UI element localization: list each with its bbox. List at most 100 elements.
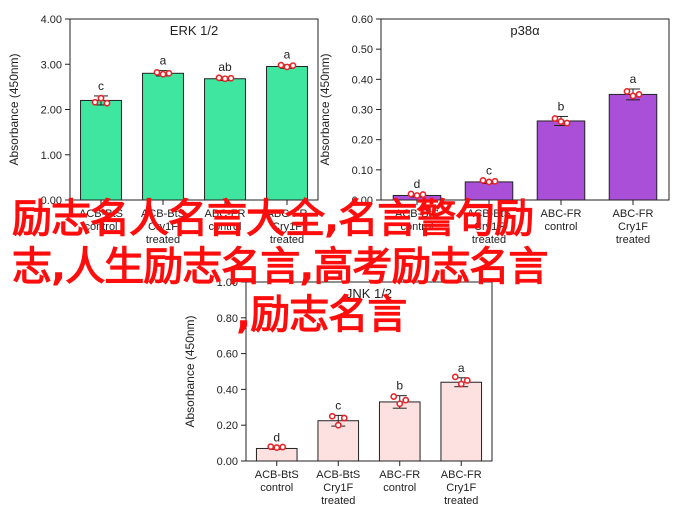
data-point	[153, 68, 161, 76]
data-point	[419, 191, 427, 198]
x-tick-label: control	[383, 482, 416, 494]
x-tick-label: ABC-FR	[441, 469, 482, 481]
chart-title: JNK 1/2	[346, 286, 392, 301]
y-tick-label: 0.50	[352, 44, 373, 56]
data-point	[413, 192, 421, 199]
data-point	[551, 115, 559, 122]
data-point	[97, 94, 105, 102]
x-tick-label: ACB-BtS	[79, 208, 123, 220]
y-axis-label: Absorbance (450nm)	[318, 53, 332, 165]
significance-letter: c	[98, 79, 104, 93]
data-point	[340, 414, 348, 422]
data-point	[451, 373, 459, 381]
bar	[536, 120, 586, 201]
data-point	[91, 98, 99, 106]
plot-frame	[245, 281, 493, 462]
significance-letter: d	[273, 431, 280, 445]
y-tick-label: 0.30	[352, 105, 373, 117]
bar	[142, 72, 184, 201]
bar	[440, 381, 483, 462]
data-point	[283, 63, 291, 71]
x-tick-label: ABC-FR	[613, 208, 654, 220]
significance-letter: d	[414, 177, 421, 191]
significance-letter: b	[396, 379, 403, 393]
banner-line-3: ,励志名言	[236, 292, 407, 338]
chart-title: ERK 1/2	[170, 23, 218, 38]
x-tick-label: Cry1F	[272, 221, 302, 233]
data-point	[165, 69, 173, 77]
x-tick-label: ABC-FR	[379, 469, 420, 481]
data-point	[623, 88, 631, 95]
chart-title: p38α	[510, 23, 540, 38]
x-tick-label: control	[208, 221, 241, 233]
data-point	[267, 443, 275, 451]
y-tick-label: 0.10	[352, 165, 373, 177]
data-point	[463, 377, 471, 384]
y-tick-label: 0.00	[41, 195, 62, 207]
bar	[378, 401, 421, 462]
data-point	[289, 62, 297, 70]
x-tick-label: ACB-BtS	[467, 208, 511, 220]
y-tick-label: 0.40	[352, 74, 373, 86]
data-point	[407, 190, 415, 198]
x-tick-label: control	[260, 482, 293, 494]
y-tick-label: 0.40	[217, 384, 238, 396]
significance-letter: ab	[218, 60, 232, 74]
data-point	[402, 396, 410, 404]
data-point	[273, 444, 281, 451]
y-tick-label: 4.00	[41, 14, 62, 26]
y-tick-label: 0.60	[217, 349, 238, 361]
data-point	[485, 178, 493, 186]
data-point	[457, 380, 465, 388]
y-tick-label: 1.00	[217, 277, 238, 289]
y-tick-label: 0.20	[217, 420, 238, 432]
x-tick-label: Cry1F	[323, 482, 353, 494]
y-tick-label: 0.80	[217, 313, 238, 325]
x-tick-label: Cry1F	[148, 221, 178, 233]
banner-line-2: 志,人生励志名言,高考励志名言	[12, 244, 548, 290]
x-tick-label: treated	[472, 234, 506, 246]
x-tick-label: ACB-BtS	[255, 469, 299, 481]
data-point	[279, 443, 287, 451]
bar	[204, 78, 246, 201]
x-tick-label: treated	[444, 495, 478, 507]
x-tick-label: treated	[321, 495, 355, 507]
data-point	[277, 61, 285, 69]
data-point	[103, 99, 111, 107]
x-tick-label: ACB-BtS	[395, 208, 439, 220]
x-tick-label: ABC-FR	[541, 208, 582, 220]
significance-letter: b	[558, 99, 565, 113]
x-tick-label: ACB-BtS	[316, 469, 360, 481]
x-tick-label: treated	[270, 234, 304, 246]
y-axis-label: Absorbance (450nm)	[183, 315, 197, 427]
data-point	[227, 74, 235, 82]
x-tick-label: ABC-FR	[205, 208, 246, 220]
x-tick-label: Cry1F	[446, 482, 476, 494]
data-point	[563, 119, 571, 127]
data-point	[629, 92, 637, 100]
y-tick-label: 1.00	[41, 150, 62, 162]
significance-letter: a	[160, 54, 167, 68]
data-point	[215, 74, 223, 82]
significance-letter: a	[630, 72, 637, 86]
data-point	[396, 400, 404, 408]
x-tick-label: treated	[146, 234, 180, 246]
bar	[80, 99, 122, 201]
x-tick-label: control	[544, 221, 577, 233]
y-tick-label: 0.00	[352, 195, 373, 207]
y-tick-label: 0.20	[352, 135, 373, 147]
x-tick-label: control	[400, 221, 433, 233]
data-point	[479, 176, 487, 184]
data-point	[159, 70, 167, 78]
data-point	[491, 177, 499, 185]
data-point	[334, 421, 342, 429]
data-point	[221, 75, 229, 83]
x-tick-label: Cry1F	[618, 221, 648, 233]
data-point	[328, 412, 336, 420]
data-point	[635, 91, 643, 98]
x-tick-label: Cry1F	[474, 221, 504, 233]
data-point	[557, 118, 565, 125]
y-tick-label: 0.00	[217, 456, 238, 468]
y-tick-label: 0.60	[352, 14, 373, 26]
